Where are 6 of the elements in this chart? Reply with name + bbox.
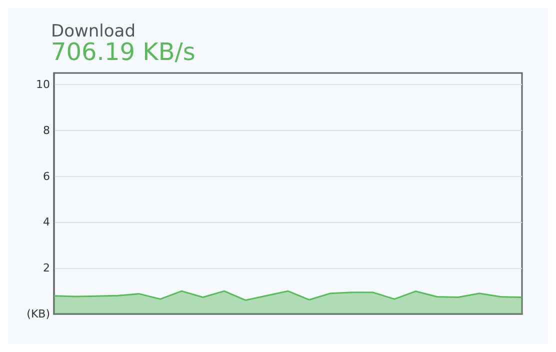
- y-tick-label: 8: [43, 124, 50, 137]
- y-tick-label: 4: [43, 216, 50, 229]
- y-tick-label: 10: [36, 78, 50, 91]
- y-tick-label: (KB): [26, 308, 50, 320]
- y-tick-label: 6: [43, 170, 50, 183]
- y-tick-label: 2: [43, 262, 50, 275]
